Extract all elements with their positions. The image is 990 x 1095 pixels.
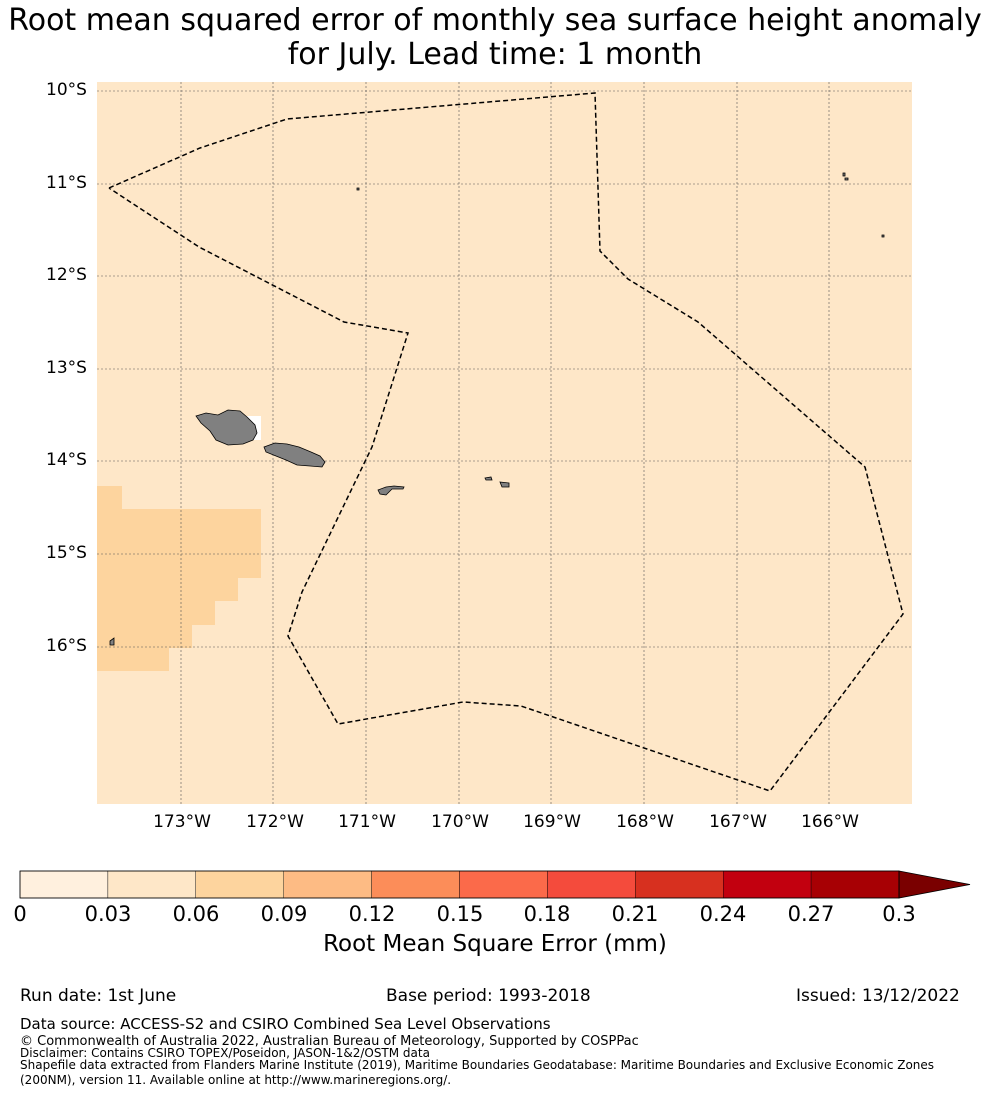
lat-label-10s: 10°S <box>46 80 87 100</box>
colorbar-segments <box>19 870 900 899</box>
cbar-tick-10: 0.3 <box>882 902 916 926</box>
lat-label-14s: 14°S <box>46 450 87 470</box>
savaii-island <box>195 409 258 446</box>
colorbar-segment <box>459 870 548 899</box>
swains-island <box>356 187 360 191</box>
reef-island-a <box>842 172 846 177</box>
colorbar-segment <box>107 870 197 899</box>
rose-atoll <box>109 637 115 646</box>
reef-island-b <box>844 177 849 181</box>
lon-label-171w: 171°W <box>338 812 396 832</box>
upolu-island <box>263 442 326 468</box>
shapefile-credit-2: (200NM), version 11. Available online at… <box>20 1073 452 1087</box>
lon-label-167w: 167°W <box>709 812 767 832</box>
elevated-error-region <box>97 486 261 671</box>
cbar-tick-9: 0.27 <box>787 902 835 926</box>
cbar-tick-2: 0.06 <box>172 902 220 926</box>
colorbar-segment <box>195 870 284 899</box>
cbar-tick-5: 0.15 <box>436 902 484 926</box>
colorbar-segment <box>283 870 372 899</box>
cbar-tick-3: 0.09 <box>260 902 308 926</box>
colorbar-segment <box>371 870 460 899</box>
map-gridlines <box>97 82 912 804</box>
map-background <box>97 82 912 804</box>
lat-label-15s: 15°S <box>46 543 87 563</box>
cbar-tick-7: 0.21 <box>611 902 659 926</box>
lat-label-16s: 16°S <box>46 636 87 656</box>
colorbar <box>19 870 971 899</box>
data-source: Data source: ACCESS-S2 and CSIRO Combine… <box>20 1015 551 1033</box>
lat-label-13s: 13°S <box>46 358 87 378</box>
colorbar-segment <box>635 870 724 899</box>
disclaimer: Disclaimer: Contains CSIRO TOPEX/Poseido… <box>20 1046 430 1060</box>
cbar-tick-8: 0.24 <box>699 902 747 926</box>
land-islands <box>109 172 885 646</box>
run-date: Run date: 1st June <box>20 986 177 1006</box>
colorbar-segment <box>19 870 109 899</box>
lat-label-11s: 11°S <box>46 173 87 193</box>
eez-boundary-samoa <box>108 92 904 792</box>
colorbar-segment <box>810 870 900 899</box>
tutuila-island <box>377 485 405 496</box>
cbar-tick-1: 0.03 <box>84 902 132 926</box>
colorbar-segment <box>547 870 636 899</box>
lon-label-169w: 169°W <box>523 812 581 832</box>
lat-label-12s: 12°S <box>46 265 87 285</box>
lon-label-166w: 166°W <box>801 812 859 832</box>
cbar-tick-4: 0.12 <box>348 902 396 926</box>
issued-date: Issued: 13/12/2022 <box>796 986 960 1006</box>
colorbar-label: Root Mean Square Error (mm) <box>323 931 667 957</box>
colorbar-segment <box>723 870 812 899</box>
colorbar-outline <box>19 870 900 899</box>
lon-label-170w: 170°W <box>431 812 489 832</box>
reef-island-c <box>881 234 885 238</box>
title-line-2: for July. Lead time: 1 month <box>287 37 703 72</box>
tau-island <box>499 481 510 488</box>
colorbar-extend-arrow <box>898 870 971 899</box>
base-period: Base period: 1993-2018 <box>386 986 591 1006</box>
shapefile-credit-1: Shapefile data extracted from Flanders M… <box>20 1058 935 1072</box>
cbar-tick-6: 0.18 <box>523 902 571 926</box>
chart-title: Root mean squared error of monthly sea s… <box>0 4 990 72</box>
copyright: © Commonwealth of Australia 2022, Austra… <box>20 1034 639 1049</box>
lon-label-172w: 172°W <box>246 812 304 832</box>
cbar-tick-0: 0 <box>13 902 27 926</box>
ofu-island <box>484 476 493 481</box>
lon-label-173w: 173°W <box>153 812 211 832</box>
title-line-1: Root mean squared error of monthly sea s… <box>8 3 982 38</box>
lon-label-168w: 168°W <box>616 812 674 832</box>
map <box>97 82 912 804</box>
